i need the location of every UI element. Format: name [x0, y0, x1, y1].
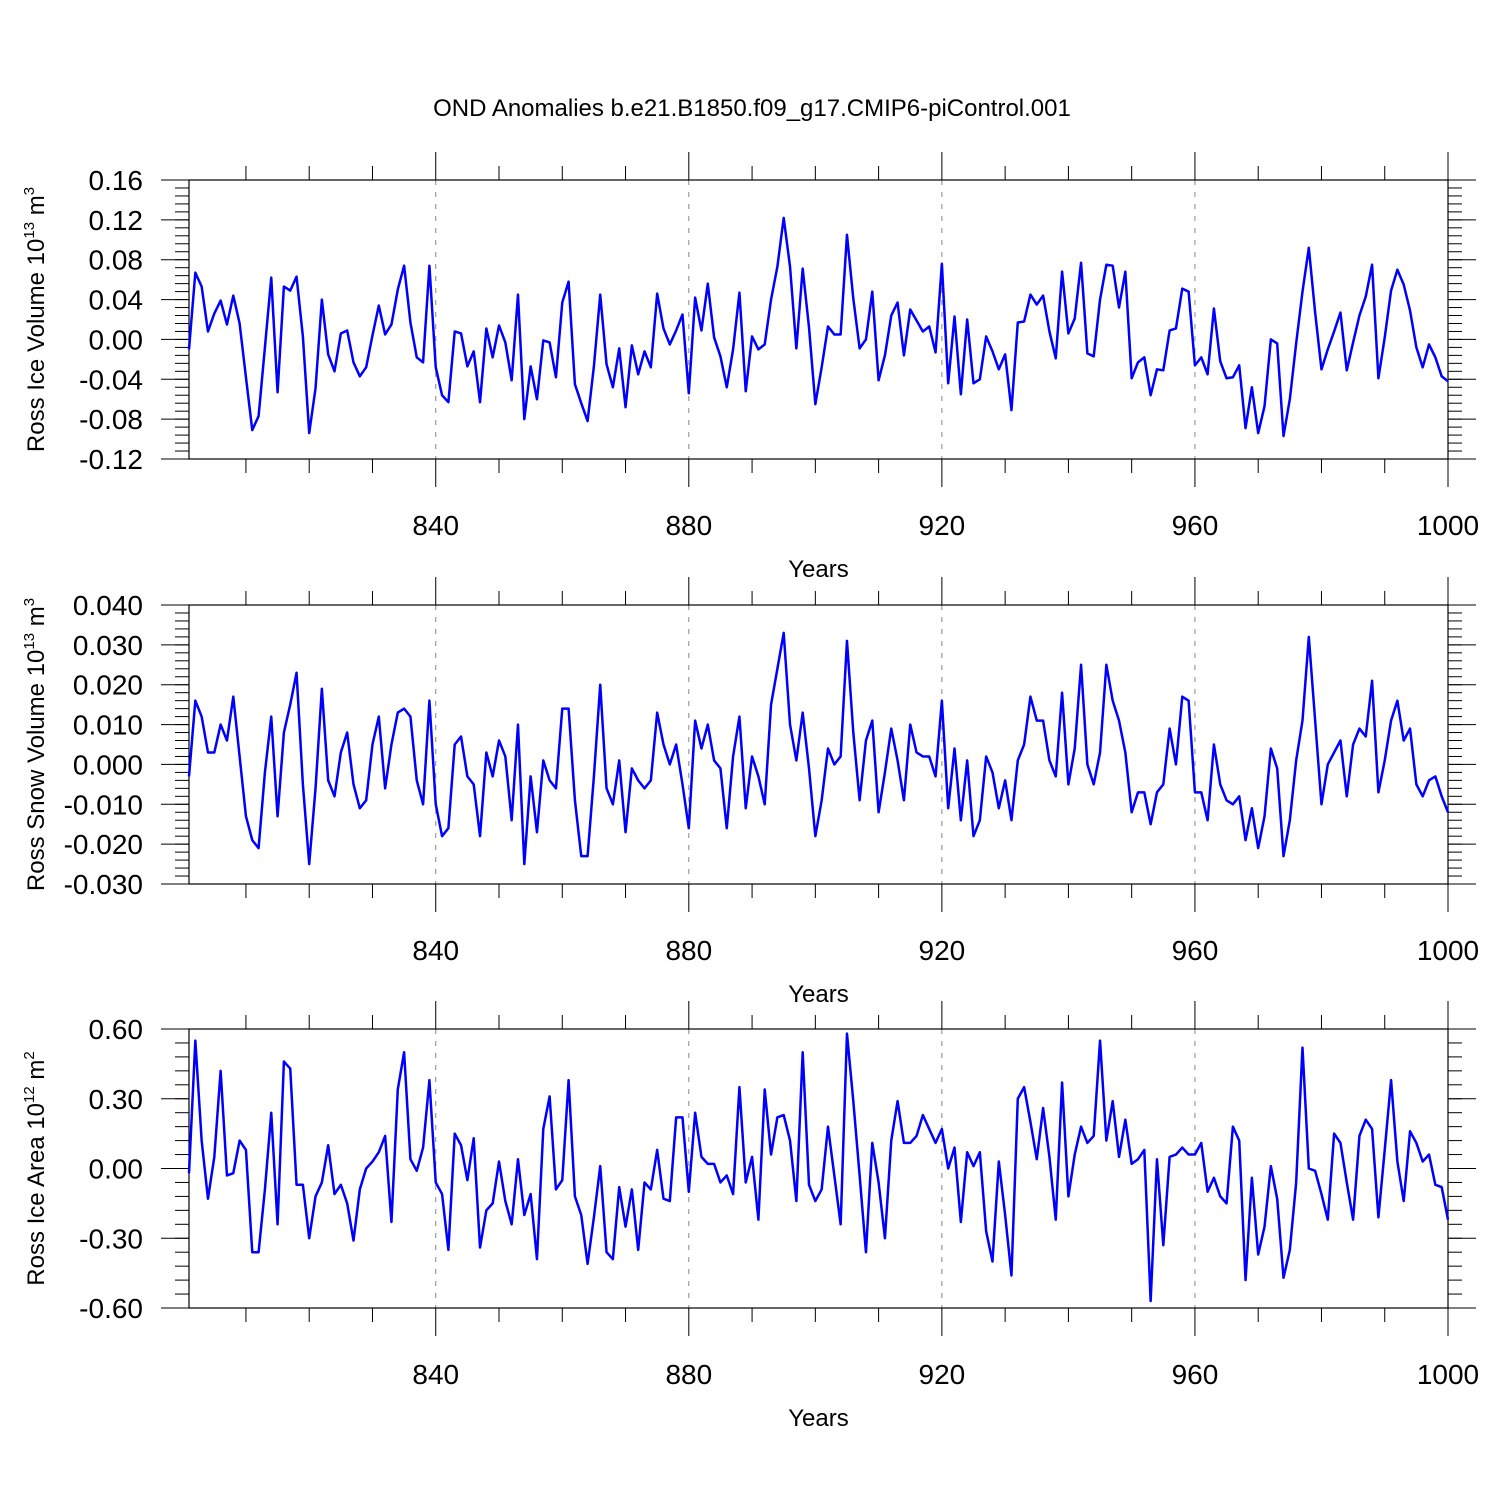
chart-panels: 0.16 0.12 0.08 0.04 0.00 -0.04 -0.08 -0.12 840 88…	[21, 152, 1479, 1432]
y-axis-label: Ross Ice Volume 1013 m3	[21, 187, 50, 452]
x-tick-label: 920	[919, 510, 966, 541]
y-tick-label: 0.000	[73, 749, 143, 780]
x-tick-label: 880	[665, 935, 712, 966]
y-axis-label: Ross Snow Volume 1013 m3	[21, 598, 50, 891]
x-tick-label: 840	[412, 510, 459, 541]
y-tick-label: 0.60	[89, 1014, 144, 1045]
x-tick-label: 960	[1172, 1359, 1219, 1390]
series-line	[187, 216, 1449, 438]
y-tick-label: 0.020	[73, 670, 143, 701]
y-tick-label: 0.040	[73, 590, 143, 621]
chart-title: OND Anomalies b.e21.B1850.f09_g17.CMIP6-…	[433, 95, 1071, 122]
x-tick-label: 1000	[1417, 935, 1479, 966]
y-tick-label: 0.00	[89, 324, 144, 355]
y-tick-label: -0.08	[79, 404, 143, 435]
y-axis-label: Ross Ice Area 1012 m2	[21, 1051, 50, 1285]
y-tick-label: -0.60	[79, 1293, 143, 1324]
x-tick-label: 920	[919, 935, 966, 966]
y-tick-label: 0.04	[89, 285, 144, 316]
x-tick-label: 880	[665, 510, 712, 541]
y-tick-label: -0.12	[79, 444, 143, 475]
x-tick-label: 960	[1172, 935, 1219, 966]
x-tick-label: 1000	[1417, 1359, 1479, 1390]
x-tick-label: 880	[665, 1359, 712, 1390]
x-tick-label: 1000	[1417, 510, 1479, 541]
y-tick-label: -0.020	[64, 829, 143, 860]
x-axis-label: Years	[788, 556, 849, 583]
y-tick-label: 0.16	[89, 165, 144, 196]
y-tick-label: 0.010	[73, 710, 143, 741]
x-tick-label: 920	[919, 1359, 966, 1390]
chart-panel-3: 0.60 0.30 0.00 -0.30 -0.60 840 880 920 960 1000 Ye…	[21, 1001, 1479, 1432]
chart-panel-2: 0.040 0.030 0.020 0.010 0.000 -0.010 -0.020 -0.…	[21, 577, 1479, 1008]
plot-frame	[188, 179, 1449, 460]
y-tick-label: 0.030	[73, 630, 143, 661]
x-axis-label: Years	[788, 981, 849, 1008]
chart-panel-1: 0.16 0.12 0.08 0.04 0.00 -0.04 -0.08 -0.12 840 88…	[21, 152, 1479, 583]
plot-frame	[188, 1028, 1449, 1309]
plot-frame	[188, 604, 1449, 885]
series-line	[187, 1032, 1450, 1303]
x-tick-label: 840	[412, 935, 459, 966]
y-tick-label: 0.00	[89, 1154, 144, 1185]
y-tick-label: 0.12	[89, 205, 144, 236]
y-tick-label: -0.04	[79, 364, 143, 395]
x-tick-label: 960	[1172, 510, 1219, 541]
y-tick-label: -0.30	[79, 1223, 143, 1254]
x-axis-label: Years	[788, 1405, 849, 1432]
series-line	[187, 631, 1450, 866]
x-tick-label: 840	[412, 1359, 459, 1390]
y-tick-label: -0.010	[64, 789, 143, 820]
y-tick-label: 0.30	[89, 1084, 144, 1115]
y-tick-label: -0.030	[64, 869, 143, 900]
y-tick-label: 0.08	[89, 245, 144, 276]
